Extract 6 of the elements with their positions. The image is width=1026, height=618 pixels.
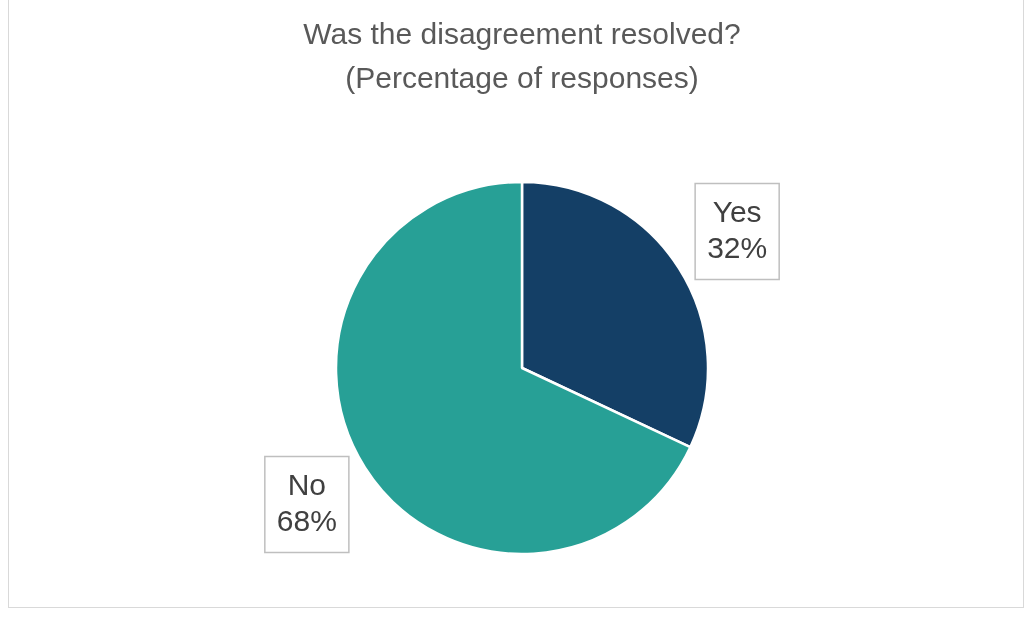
data-label: 68% xyxy=(276,503,337,537)
data-label: 32% xyxy=(707,230,768,264)
slice-label: Yes xyxy=(712,194,762,228)
slice-label: No xyxy=(287,467,327,501)
chart-title: Was the disagreement resolved? xyxy=(303,17,741,51)
chart-subtitle: (Percentage of responses) xyxy=(345,61,699,95)
